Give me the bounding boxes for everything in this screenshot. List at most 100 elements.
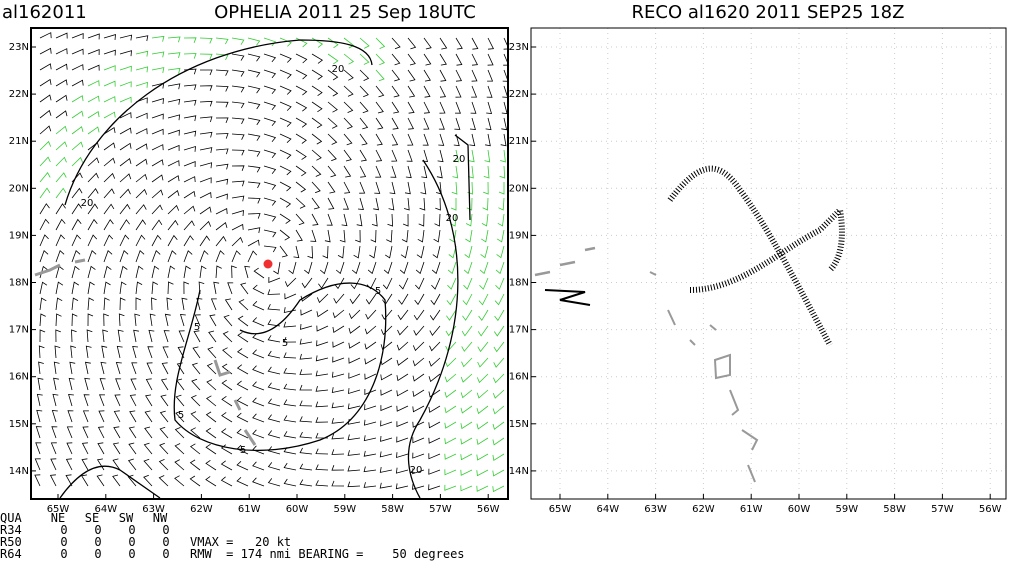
wind-barb: [231, 195, 245, 202]
contour-label: 20: [332, 64, 345, 75]
wind-barb: [279, 85, 292, 95]
wind-barb: [71, 250, 81, 263]
wind-barb: [119, 265, 128, 279]
wind-barb: [307, 245, 314, 259]
wind-barb: [147, 346, 154, 359]
wind-barb: [87, 95, 100, 103]
wind-barb: [215, 235, 227, 247]
wind-barb: [435, 197, 441, 211]
wind-barb: [311, 117, 323, 129]
wind-barb: [359, 181, 366, 194]
wind-barb: [151, 174, 164, 183]
wind-barb: [135, 158, 148, 167]
wind-barb: [380, 325, 393, 336]
table-header: NW: [153, 511, 168, 525]
wind-barb: [429, 325, 441, 337]
wind-barb: [299, 479, 313, 487]
wind-barb: [310, 229, 317, 242]
wind-barb: [273, 261, 281, 275]
wind-barb: [205, 427, 217, 439]
contour-label: 5: [375, 286, 381, 297]
wind-barb: [299, 447, 313, 455]
wind-barb: [343, 69, 354, 81]
wind-barb: [247, 117, 261, 126]
wind-barb: [103, 188, 115, 199]
wind-barb: [247, 165, 261, 173]
wind-barb: [96, 474, 105, 487]
wind-barb: [39, 94, 52, 103]
wind-barb: [444, 484, 457, 491]
wind-barb: [135, 50, 149, 57]
wind-barb: [315, 385, 329, 392]
wind-barb: [492, 485, 505, 493]
wind-barb: [439, 69, 447, 82]
wind-barb: [428, 468, 441, 475]
contour-label: 20: [453, 154, 466, 165]
lon-label: 62W: [692, 504, 715, 515]
wind-barb: [267, 350, 281, 359]
wind-barb: [498, 197, 505, 211]
wind-barb: [460, 469, 473, 476]
contour-label: 5: [178, 410, 184, 421]
wind-barb: [279, 37, 292, 47]
wind-barb: [347, 434, 361, 441]
wind-barb: [384, 245, 393, 259]
wind-barb: [103, 172, 116, 183]
wind-barb: [206, 379, 217, 391]
wind-barb: [161, 362, 169, 375]
wind-barb: [423, 101, 431, 114]
lat-label: 21N: [9, 136, 29, 147]
wind-barb: [205, 443, 217, 455]
vmax: VMAX = 20 kt: [190, 535, 291, 549]
wind-barb: [55, 234, 65, 247]
wind-barb: [223, 314, 233, 327]
wind-barb: [236, 477, 249, 487]
wind-barb: [115, 362, 122, 375]
wind-barb: [199, 85, 213, 91]
island: [713, 353, 759, 483]
wind-barb: [380, 341, 393, 351]
wind-barb: [158, 475, 169, 487]
wind-barb: [444, 357, 457, 368]
wind-barb: [252, 349, 265, 359]
wind-barb: [247, 197, 261, 204]
wind-barb: [151, 128, 164, 135]
wind-barb: [71, 297, 79, 311]
wind-barb: [87, 64, 100, 71]
wind-barb: [371, 213, 378, 227]
wind-barb: [391, 101, 400, 114]
wind-barb: [379, 451, 393, 458]
wind-barb: [39, 171, 51, 183]
wind-barb: [423, 37, 432, 50]
wind-barb: [460, 453, 473, 461]
wind-barb: [39, 203, 50, 215]
wind-barb: [417, 229, 425, 243]
table-cell: 0: [60, 547, 67, 561]
island: [34, 258, 86, 277]
table-cell: 0: [94, 523, 101, 537]
wind-barb: [375, 53, 385, 66]
wind-barb: [347, 450, 361, 456]
wind-barb: [267, 366, 281, 375]
wind-barb: [67, 410, 74, 423]
wind-barb: [331, 417, 345, 424]
wind-barb: [39, 78, 52, 87]
storm-center: [263, 259, 273, 269]
wind-barb: [179, 314, 186, 327]
wind-barb: [151, 98, 164, 105]
wind-barb: [423, 117, 430, 130]
wind-barb: [343, 117, 353, 130]
wind-barb: [295, 213, 305, 226]
wind-barb: [465, 213, 473, 227]
table-cell: R34: [0, 523, 22, 537]
wind-barb: [215, 250, 225, 263]
wind-barb: [438, 117, 445, 130]
wind-barb: [151, 67, 165, 73]
wind-barb: [129, 394, 137, 407]
wind-barb: [363, 450, 377, 457]
wind-barb: [55, 141, 68, 151]
wind-barb: [342, 197, 349, 210]
wind-barb: [215, 265, 222, 279]
wind-barb: [98, 410, 105, 423]
wind-barb: [331, 387, 345, 394]
